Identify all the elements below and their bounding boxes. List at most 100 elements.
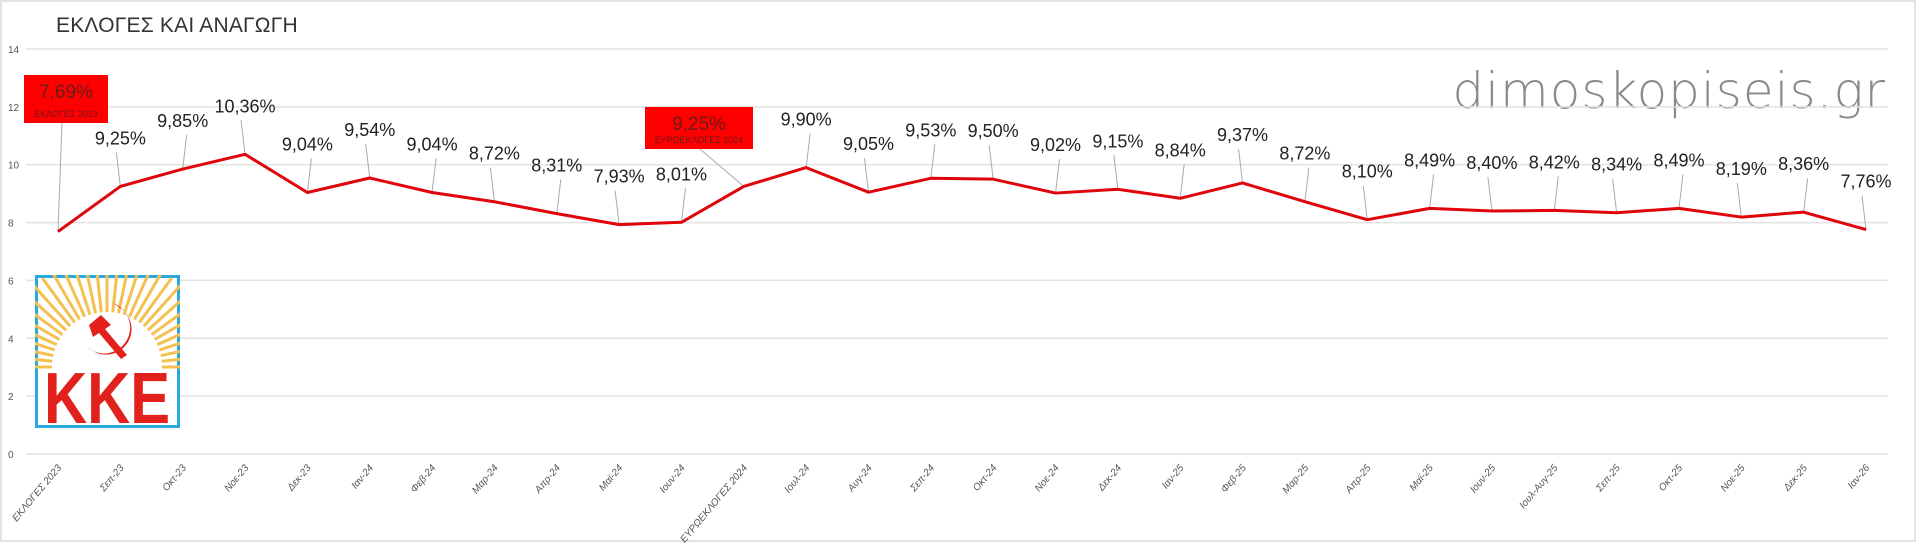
data-label: 10,36% bbox=[215, 96, 276, 116]
sun-ray bbox=[41, 277, 76, 324]
y-tick-label: 4 bbox=[8, 334, 14, 345]
data-label: 8,34% bbox=[1591, 155, 1642, 175]
x-tick-label: ΕΚΛΟΓΕΣ 2023 bbox=[10, 463, 64, 525]
x-tick-label: Φεβ-24 bbox=[409, 463, 439, 496]
leader-line bbox=[1238, 148, 1244, 183]
highlight-box bbox=[24, 75, 108, 123]
leader-line bbox=[805, 133, 811, 168]
y-tick-label: 14 bbox=[8, 45, 20, 56]
leader-line bbox=[863, 158, 869, 193]
data-label: 8,42% bbox=[1529, 152, 1580, 172]
data-label: 9,04% bbox=[407, 134, 458, 154]
chart-title: ΕΚΛΟΓΕΣ ΚΑΙ ΑΝΑΓΩΓΗ bbox=[56, 14, 298, 37]
x-tick-label: Ιαν-25 bbox=[1160, 463, 1187, 492]
x-tick-label: ΕΥΡΩΕΚΛΟΓΕΣ 2024 bbox=[678, 463, 750, 546]
data-label: 8,10% bbox=[1342, 162, 1393, 182]
highlight-value: 7,69% bbox=[39, 82, 93, 103]
leader-line bbox=[556, 179, 562, 214]
leader-line bbox=[1803, 178, 1809, 213]
leader-line bbox=[1736, 183, 1742, 218]
y-tick-label: 8 bbox=[8, 219, 14, 230]
x-tick-label: Μαρ-25 bbox=[1281, 463, 1312, 497]
data-label: 8,36% bbox=[1778, 154, 1829, 174]
data-label: 8,84% bbox=[1155, 140, 1206, 160]
leader-line bbox=[240, 120, 246, 155]
x-tick-label: Σεπ-25 bbox=[1594, 463, 1624, 495]
data-label: 8,49% bbox=[1653, 150, 1704, 170]
x-tick-label: Μαϊ-25 bbox=[1408, 463, 1436, 494]
x-tick-label: Ιαν-24 bbox=[350, 463, 377, 492]
data-label: 9,04% bbox=[282, 134, 333, 154]
data-label: 9,90% bbox=[781, 110, 832, 130]
x-tick-label: Σεπ-23 bbox=[97, 463, 127, 495]
data-label: 9,37% bbox=[1217, 125, 1268, 145]
leader-line bbox=[988, 145, 994, 180]
leader-line bbox=[1612, 178, 1618, 213]
x-tick-label: Ιουν-24 bbox=[658, 463, 688, 496]
leader-line bbox=[365, 143, 371, 179]
leader-line bbox=[115, 152, 121, 187]
data-label: 9,25% bbox=[95, 128, 146, 148]
x-tick-label: Ιουλ-Αυγ-25 bbox=[1518, 463, 1561, 512]
leader-line bbox=[431, 158, 437, 193]
leader-line bbox=[1861, 195, 1867, 230]
y-tick-label: 6 bbox=[8, 276, 14, 287]
y-tick-label: 0 bbox=[8, 450, 14, 461]
data-label: 9,85% bbox=[157, 111, 208, 131]
x-tick-label: Σεπ-24 bbox=[908, 463, 938, 495]
sun-ray bbox=[133, 270, 164, 321]
x-tick-label: Νοε-25 bbox=[1719, 463, 1748, 495]
x-tick-label: Ιουν-25 bbox=[1468, 463, 1498, 496]
leader-line bbox=[306, 158, 312, 193]
x-tick-label: Απρ-24 bbox=[532, 463, 563, 497]
leader-line bbox=[680, 188, 686, 223]
data-label: 9,15% bbox=[1092, 131, 1143, 151]
leader-line bbox=[489, 167, 495, 202]
sun-ray bbox=[50, 270, 81, 321]
data-label: 9,54% bbox=[344, 120, 395, 140]
highlight-box bbox=[645, 107, 753, 149]
y-tick-label: 2 bbox=[8, 392, 14, 403]
data-label: 7,76% bbox=[1840, 172, 1891, 192]
x-tick-label: Δεκ-25 bbox=[1781, 463, 1810, 495]
leader-line bbox=[699, 148, 745, 187]
data-label: 8,49% bbox=[1404, 150, 1455, 170]
x-tick-label: Νοε-24 bbox=[1033, 463, 1062, 495]
x-tick-label: Απρ-25 bbox=[1343, 463, 1374, 497]
leader-line bbox=[1179, 164, 1185, 199]
highlight-sublabel: ΕΥΡΩΕΚΛΟΓΕΣ 2024 bbox=[655, 135, 744, 145]
x-tick-label: Ιουλ-24 bbox=[783, 463, 813, 496]
x-tick-label: Αυγ-24 bbox=[845, 463, 875, 495]
series-line bbox=[57, 152, 1867, 233]
kke-logo: KKE bbox=[0, 257, 217, 439]
sun-ray bbox=[138, 277, 173, 324]
data-label: 8,01% bbox=[656, 164, 707, 184]
logo-text: KKE bbox=[44, 359, 170, 428]
data-label: 8,72% bbox=[469, 144, 520, 164]
highlight-value: 9,25% bbox=[672, 114, 726, 135]
x-tick-label: Φεβ-25 bbox=[1219, 463, 1249, 496]
highlight-sublabel: ΕΚΛΟΓΕΣ 2023 bbox=[34, 109, 98, 119]
data-label: 7,93% bbox=[594, 167, 645, 187]
data-label: 8,19% bbox=[1716, 159, 1767, 179]
data-label: 8,72% bbox=[1279, 144, 1330, 164]
x-tick-label: Δεκ-23 bbox=[285, 463, 314, 495]
x-tick-label: Νοε-23 bbox=[223, 463, 252, 495]
sun-ray bbox=[128, 265, 154, 318]
data-label: 8,31% bbox=[531, 156, 582, 176]
leader-line bbox=[930, 144, 936, 179]
data-label: 8,40% bbox=[1466, 153, 1517, 173]
sun-ray bbox=[32, 284, 72, 328]
leader-line bbox=[1678, 174, 1684, 209]
leader-line bbox=[1362, 185, 1368, 220]
leader-line bbox=[1304, 167, 1310, 202]
watermark: dimoskopiseis.gr bbox=[1452, 62, 1886, 120]
x-tick-label: Ιαν-26 bbox=[1846, 463, 1873, 492]
data-label: 9,02% bbox=[1030, 135, 1081, 155]
x-tick-label: Οκτ-24 bbox=[971, 463, 1000, 494]
x-tick-label: Οκτ-23 bbox=[161, 463, 190, 494]
data-label: 9,53% bbox=[905, 120, 956, 140]
leader-line bbox=[182, 134, 188, 170]
